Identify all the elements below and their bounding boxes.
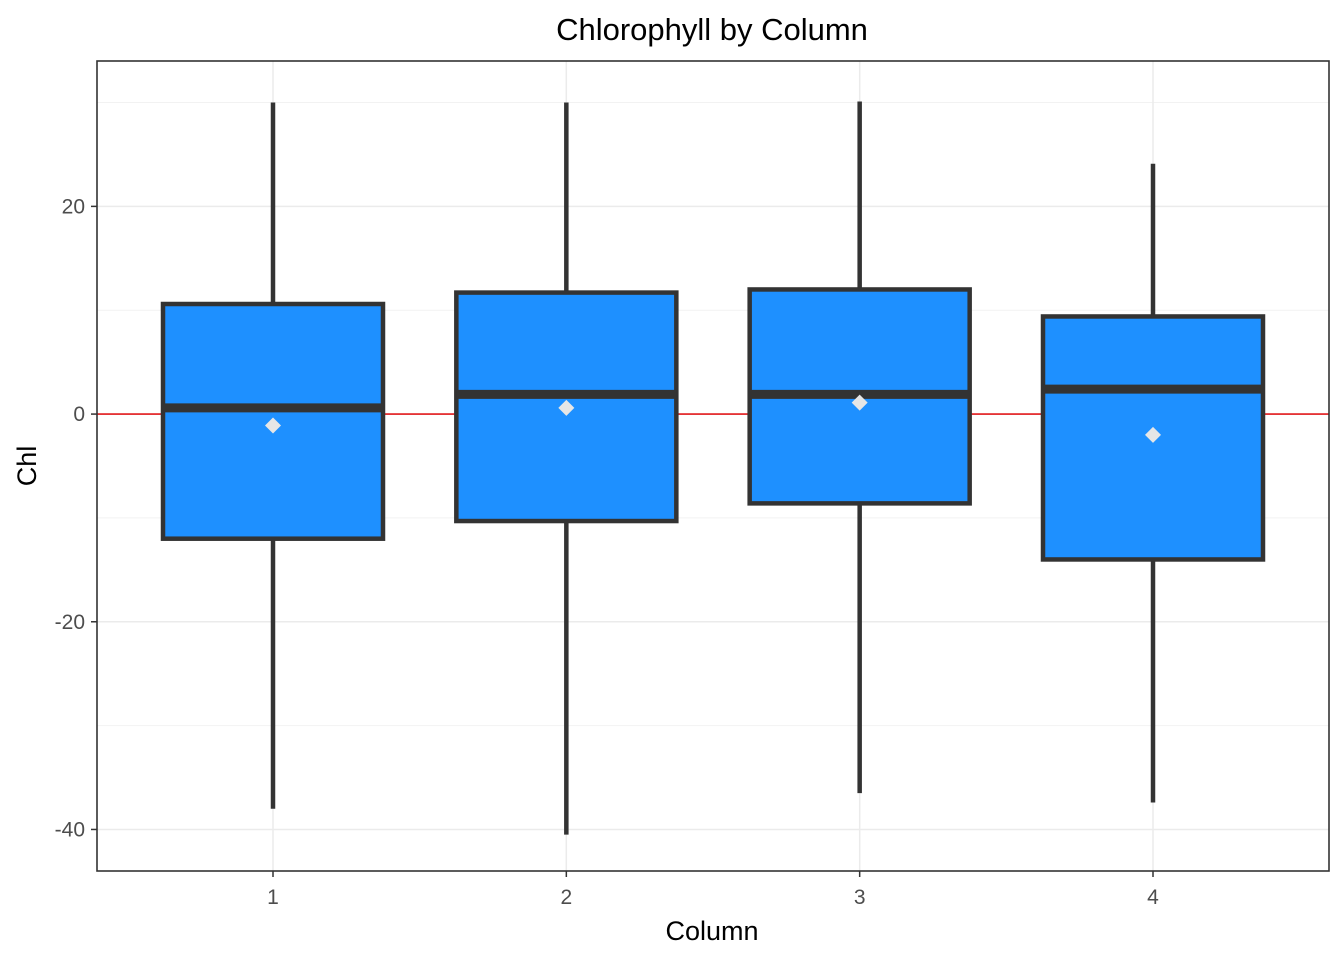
y-tick-label: 20 <box>62 195 85 218</box>
box-layer <box>160 101 1266 835</box>
chart-title: Chlorophyll by Column <box>556 12 868 47</box>
x-tick-label: 2 <box>560 886 572 909</box>
mean-marker <box>265 417 281 434</box>
box-group <box>160 102 386 809</box>
box-group <box>1040 163 1266 803</box>
mean-marker <box>558 399 575 416</box>
x-tick-label: 1 <box>267 886 279 909</box>
x-axis-label: Column <box>665 916 758 946</box>
mean-marker <box>1145 426 1161 443</box>
tick-layer: 20 0 -20 -40 1 2 3 4 <box>55 195 1160 909</box>
y-tick-label: -40 <box>55 818 85 841</box>
y-axis-label: Chl <box>12 446 42 487</box>
y-tick-label: -20 <box>55 611 85 634</box>
x-tick-label: 4 <box>1147 886 1159 909</box>
box-group <box>454 102 679 835</box>
box-group <box>747 101 972 794</box>
x-tick-label: 3 <box>854 886 866 909</box>
panel-border <box>96 60 1330 872</box>
mean-marker <box>851 394 868 411</box>
y-tick-label: 0 <box>73 403 85 426</box>
